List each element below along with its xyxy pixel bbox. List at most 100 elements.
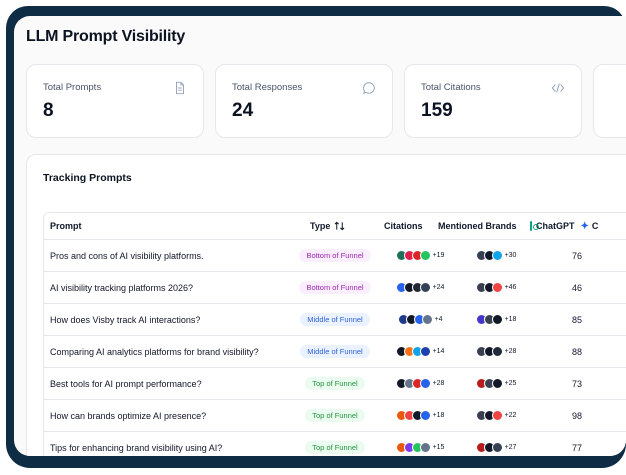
citations-more-count: +15 — [432, 444, 445, 451]
table-row[interactable]: Best tools for AI prompt performance? To… — [44, 368, 626, 400]
funnel-type-badge: Middle of Funnel — [300, 313, 370, 326]
funnel-type-badge: Bottom of Funnel — [299, 281, 371, 294]
chatgpt-score: 88 — [571, 346, 582, 357]
citation-avatars — [395, 378, 431, 389]
citations-cell[interactable]: +19 — [378, 240, 462, 271]
citation-avatars — [395, 282, 431, 293]
brand-avatars — [475, 314, 503, 325]
citations-more-count: +14 — [432, 348, 445, 355]
brands-cell[interactable]: +22 — [452, 400, 540, 431]
citations-cell[interactable]: +14 — [378, 336, 462, 367]
type-badge-cell: Middle of Funnel — [274, 336, 396, 367]
funnel-type-badge: Bottom of Funnel — [299, 249, 371, 262]
page-title: LLM Prompt Visibility — [26, 28, 186, 45]
brand-avatars — [475, 442, 503, 453]
stat-label: Total Citations — [421, 82, 481, 93]
citations-cell[interactable]: +4 — [378, 304, 462, 335]
citations-cell[interactable]: +15 — [378, 432, 462, 456]
type-badge-cell: Top of Funnel — [274, 368, 396, 399]
brands-cell[interactable]: +46 — [452, 272, 540, 303]
stat-card-total-citations: Total Citations 159 — [404, 64, 582, 138]
prompt-text: AI visibility tracking platforms 2026? — [50, 282, 194, 293]
prompts-table: Prompt Type Citations Mentioned Brands C… — [43, 212, 626, 456]
column-header-chatgpt-label: ChatGPT — [536, 221, 575, 231]
stat-card-total-responses: Total Responses 24 — [215, 64, 393, 138]
section-title: Tracking Prompts — [43, 172, 132, 184]
prompt-text: Pros and cons of AI visibility platforms… — [50, 250, 204, 261]
brands-more-count: +27 — [504, 444, 517, 451]
tracking-prompts-card: Tracking Prompts Prompt Type Citations M… — [26, 154, 626, 456]
stat-card-total-prompts: Total Prompts 8 — [26, 64, 204, 138]
citation-avatars — [395, 250, 431, 261]
funnel-type-badge: Top of Funnel — [305, 409, 365, 422]
citation-source-avatar — [419, 346, 431, 357]
brand-avatars — [475, 346, 503, 357]
brand-avatar — [491, 250, 503, 261]
sort-icon[interactable] — [334, 221, 345, 231]
table-row[interactable]: Tips for enhancing brand visibility usin… — [44, 432, 626, 456]
chatgpt-score: 98 — [571, 410, 582, 421]
table-row[interactable]: How does Visby track AI interactions? Mi… — [44, 304, 626, 336]
brand-avatar — [491, 314, 503, 325]
prompt-text: Tips for enhancing brand visibility usin… — [50, 442, 223, 453]
column-header-citations[interactable]: Citations — [384, 221, 423, 231]
column-header-chatgpt[interactable]: ChatGPT ✦ C — [530, 213, 599, 239]
column-header-type[interactable]: Type — [310, 213, 432, 239]
citation-source-avatar — [419, 282, 431, 293]
chatgpt-score: 85 — [571, 314, 582, 325]
chat-bubble-icon — [362, 82, 375, 95]
table-row[interactable]: How can brands optimize AI presence? Top… — [44, 400, 626, 432]
brands-cell[interactable]: +18 — [452, 304, 540, 335]
stat-card-partial — [593, 64, 626, 138]
citations-cell[interactable]: +28 — [378, 368, 462, 399]
funnel-type-badge: Top of Funnel — [305, 441, 365, 454]
table-row[interactable]: AI visibility tracking platforms 2026? B… — [44, 272, 626, 304]
brands-more-count: +28 — [504, 348, 517, 355]
brands-more-count: +30 — [504, 252, 517, 259]
document-icon — [176, 81, 184, 95]
column-header-mentioned-brands[interactable]: Mentioned Brands — [438, 221, 517, 231]
citation-source-avatar — [421, 314, 433, 325]
dashboard-panel: LLM Prompt Visibility Total Prompts 8 To… — [14, 16, 626, 456]
chatgpt-score: 77 — [571, 442, 582, 453]
brands-cell[interactable]: +25 — [452, 368, 540, 399]
chatgpt-icon — [530, 221, 539, 231]
chatgpt-score: 73 — [571, 378, 582, 389]
brands-cell[interactable]: +30 — [452, 240, 540, 271]
table-row[interactable]: Pros and cons of AI visibility platforms… — [44, 240, 626, 272]
citations-cell[interactable]: +24 — [378, 272, 462, 303]
citation-avatars — [395, 410, 431, 421]
brands-cell[interactable]: +28 — [452, 336, 540, 367]
brand-avatars — [475, 410, 503, 421]
brand-avatar — [491, 282, 503, 293]
column-header-next-label: C — [591, 221, 599, 231]
gemini-sparkle-icon: ✦ — [580, 220, 589, 232]
citations-more-count: +24 — [432, 284, 445, 291]
prompt-text: Best tools for AI prompt performance? — [50, 378, 202, 389]
brands-cell[interactable]: +27 — [452, 432, 540, 456]
column-header-prompt[interactable]: Prompt — [50, 221, 82, 231]
citations-more-count: +18 — [432, 412, 445, 419]
stat-value: 159 — [421, 100, 453, 121]
citation-source-avatar — [419, 250, 431, 261]
brands-more-count: +18 — [504, 316, 517, 323]
code-icon — [551, 83, 565, 93]
chatgpt-score: 46 — [571, 282, 582, 293]
type-badge-cell: Top of Funnel — [274, 400, 396, 431]
brand-avatar — [491, 442, 503, 453]
prompt-text: Comparing AI analytics platforms for bra… — [50, 346, 259, 357]
funnel-type-badge: Top of Funnel — [305, 377, 365, 390]
brand-avatars — [475, 250, 503, 261]
citation-avatars — [395, 442, 431, 453]
citations-cell[interactable]: +18 — [378, 400, 462, 431]
brands-more-count: +25 — [504, 380, 517, 387]
type-badge-cell: Bottom of Funnel — [274, 240, 396, 271]
brand-avatar — [491, 346, 503, 357]
table-row[interactable]: Comparing AI analytics platforms for bra… — [44, 336, 626, 368]
prompt-text: How can brands optimize AI presence? — [50, 410, 207, 421]
type-badge-cell: Bottom of Funnel — [274, 272, 396, 303]
brands-more-count: +46 — [504, 284, 517, 291]
citation-source-avatar — [419, 442, 431, 453]
stat-label: Total Responses — [232, 82, 303, 93]
citation-avatars — [397, 314, 433, 325]
